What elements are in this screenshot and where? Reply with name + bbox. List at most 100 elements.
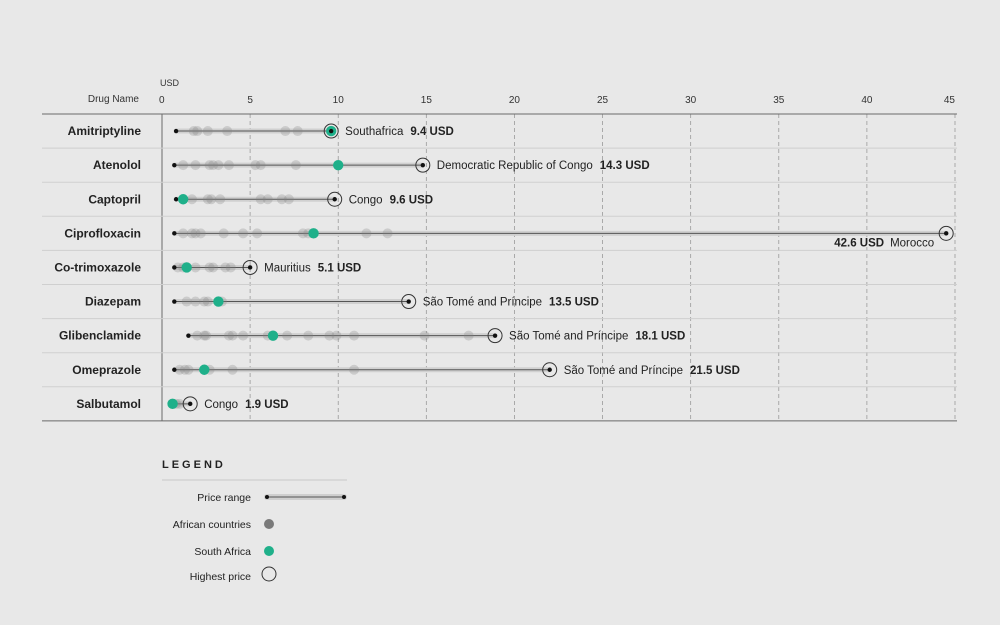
highest-price-label: 13.5 USD: [549, 297, 599, 309]
highest-price-label: 42.6 USD: [834, 237, 884, 249]
african-country-point: [190, 228, 201, 239]
min-price-point: [173, 128, 179, 134]
row-header: Drug Name: [88, 94, 140, 105]
african-country-point: [220, 262, 231, 273]
highest-country-label: Congo: [204, 399, 238, 411]
african-country-point: [218, 228, 229, 239]
x-tick-label: 30: [685, 95, 697, 106]
african-country-point: [222, 126, 233, 137]
african-country-point: [186, 194, 197, 205]
min-price-point: [173, 197, 179, 202]
african-country-point: [250, 160, 261, 171]
african-country-point: [202, 126, 213, 137]
african-country-point: [324, 330, 335, 341]
max-price-point: [547, 367, 552, 372]
min-price-point: [172, 231, 177, 236]
drug-label: Glibenclamide: [59, 329, 141, 343]
african-country-point: [255, 160, 266, 171]
x-tick-label: 45: [944, 95, 956, 106]
chart-row: Co-trimoxazole Mauritius 5.1 USD: [42, 249, 957, 275]
x-tick-label: 35: [773, 95, 785, 106]
african-country-point: [208, 160, 219, 171]
highest-country-label: São Tomé and Príncipe: [509, 331, 628, 343]
max-price-point: [406, 299, 411, 304]
african-country-point: [192, 330, 203, 341]
legend-label-highest-price: Highest price: [190, 571, 251, 583]
african-country-point: [349, 330, 360, 341]
highest-price-label: 1.9 USD: [245, 399, 288, 411]
min-price-point: [172, 299, 177, 304]
south-africa-point: [213, 296, 224, 307]
drug-label: Ciprofloxacin: [64, 226, 141, 240]
african-country-point: [208, 262, 219, 273]
highest-price-ring: [487, 328, 503, 344]
legend-label-price-range: Price range: [197, 492, 251, 504]
legend-south-africa-dot: [264, 546, 274, 556]
african-country-point: [192, 126, 203, 137]
legend-title: LEGEND: [162, 459, 226, 471]
highest-country-label: Southafrica: [345, 126, 404, 138]
max-price-point: [420, 162, 426, 168]
highest-price-label: 9.6 USD: [390, 194, 433, 206]
unit-label: USD: [160, 78, 180, 88]
african-country-point: [190, 296, 201, 307]
african-country-point: [179, 364, 190, 375]
south-africa-point: [333, 159, 344, 171]
max-price-point: [247, 265, 253, 270]
african-country-point: [215, 194, 226, 205]
drug-label: Co-trimoxazole: [54, 260, 141, 274]
legend-highest-ring: [261, 566, 277, 582]
african-country-point: [303, 330, 314, 341]
african-country-point: [282, 330, 293, 341]
max-price-point: [187, 401, 193, 407]
x-tick-label: 10: [333, 95, 345, 106]
max-price-point: [332, 197, 337, 202]
highest-price-label: 5.1 USD: [318, 262, 361, 274]
african-country-point: [227, 330, 238, 341]
african-country-point: [206, 194, 217, 205]
max-price-point: [328, 128, 334, 134]
african-country-point: [290, 160, 301, 171]
highest-price-label: 9.4 USD: [410, 126, 453, 138]
drug-label: Captopril: [88, 192, 141, 206]
min-price-point: [172, 367, 177, 372]
min-price-point: [172, 162, 177, 168]
african-country-point: [181, 296, 192, 307]
highest-country-label: Congo: [349, 194, 383, 206]
african-country-point: [186, 228, 197, 239]
african-country-point: [204, 160, 215, 171]
drug-label: Diazepam: [85, 295, 141, 309]
south-africa-point: [167, 398, 178, 410]
x-tick-label: 5: [247, 95, 253, 106]
african-country-point: [195, 228, 206, 239]
highest-price-ring: [415, 157, 431, 173]
highest-price-ring: [323, 123, 339, 139]
chart-row: Omeprazole São Tomé and Príncipe 21.5 USD: [42, 352, 957, 378]
chart-row: Diazepam São Tomé and Príncipe 13.5 USD: [42, 284, 957, 310]
south-africa-point: [267, 330, 279, 341]
legend-range-max: [342, 495, 346, 499]
african-country-point: [297, 228, 308, 239]
highest-country-label: Mauritius: [264, 262, 311, 274]
african-country-point: [204, 262, 215, 273]
south-africa-point: [199, 364, 210, 375]
x-axis: USD Drug Name 0 5 10 15 20 25 30 35 40 45: [88, 78, 956, 106]
african-country-point: [252, 228, 263, 239]
african-country-point: [227, 364, 238, 375]
african-country-point: [188, 126, 199, 137]
african-country-point: [262, 194, 273, 205]
highest-price-label: 21.5 USD: [690, 365, 740, 377]
chart-row: Salbutamol Congo 1.9 USD: [42, 386, 957, 412]
south-africa-point: [308, 228, 319, 239]
african-country-point: [225, 262, 236, 273]
drug-label: Amitriptyline: [68, 124, 142, 138]
drug-label: Omeprazole: [72, 363, 141, 377]
african-country-point: [361, 228, 372, 239]
highest-price-ring: [242, 259, 258, 275]
african-country-point: [292, 126, 303, 137]
african-country-point: [178, 160, 189, 171]
african-country-point: [238, 228, 249, 239]
min-price-point: [172, 265, 177, 270]
chart-row: Atenolol Democratic Republic of Congo 14.3…: [42, 147, 957, 173]
